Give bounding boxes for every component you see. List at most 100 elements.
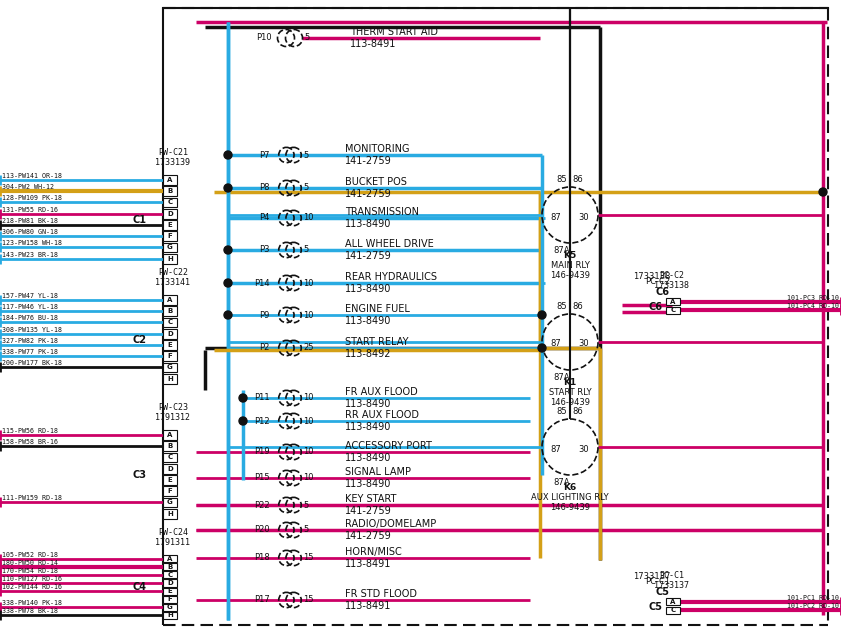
Text: MAIN RLY
146-9439: MAIN RLY 146-9439 [550,261,590,280]
Text: 327-PW82 PK-18: 327-PW82 PK-18 [2,338,58,344]
Text: PW-C21: PW-C21 [158,148,188,157]
Text: C4: C4 [133,583,147,592]
Text: A: A [167,177,172,183]
Text: 5: 5 [303,500,309,510]
Text: 131-PW55 RD-16: 131-PW55 RD-16 [2,207,58,213]
Text: START RLY
146-9439: START RLY 146-9439 [548,388,591,408]
Text: 1733137: 1733137 [632,572,670,581]
Text: P14: P14 [254,278,270,287]
Text: 1733138: 1733138 [654,281,690,290]
Text: 115-PW56 RD-18: 115-PW56 RD-18 [2,428,58,434]
Text: 101-PC3 RD-10: 101-PC3 RD-10 [787,295,839,301]
Text: C: C [167,319,172,326]
Text: 5: 5 [303,525,309,534]
Text: PW-C23: PW-C23 [158,403,188,412]
Text: 113-8490: 113-8490 [345,453,391,463]
Text: FR STD FLOOD: FR STD FLOOD [345,589,417,599]
Text: 87A: 87A [553,373,570,382]
Text: C3: C3 [133,470,147,480]
Text: 141-2759: 141-2759 [345,189,392,199]
Text: RADIO/DOMELAMP: RADIO/DOMELAMP [345,519,436,529]
Text: D: D [167,331,173,336]
Text: C: C [167,200,172,205]
Text: 1733141: 1733141 [156,278,191,287]
Text: 123-PW158 WH-18: 123-PW158 WH-18 [2,241,62,246]
Bar [163,318,177,328]
Bar [163,220,177,230]
Text: 30: 30 [579,445,590,454]
Text: 113-8492: 113-8492 [345,349,392,359]
Text: P20: P20 [254,525,270,534]
Text: D: D [167,210,173,217]
Text: 85: 85 [557,407,568,416]
Text: 10: 10 [303,214,314,222]
Bar [163,340,177,350]
Text: 113-8491: 113-8491 [345,559,391,569]
Circle shape [819,188,827,196]
Text: RR AUX FLOOD: RR AUX FLOOD [345,410,419,420]
Bar [163,595,177,603]
Text: 184-PW76 BU-18: 184-PW76 BU-18 [2,316,58,321]
Text: 87: 87 [551,340,562,348]
Text: 338-PW77 PK-18: 338-PW77 PK-18 [2,349,58,355]
Bar [163,464,177,474]
Text: 5: 5 [303,183,309,193]
Text: C5: C5 [656,587,670,597]
Text: C5: C5 [649,602,663,612]
Text: PC-C2: PC-C2 [659,271,685,280]
Bar [163,352,177,361]
Text: 113-8490: 113-8490 [345,316,391,326]
Text: 304-PW2 WH-12: 304-PW2 WH-12 [2,184,54,190]
Bar [163,175,177,185]
Text: K6: K6 [563,483,577,492]
Text: C: C [670,307,675,313]
Text: THERM START AID: THERM START AID [350,27,438,37]
Text: 101-PC4 RD-10: 101-PC4 RD-10 [787,303,839,309]
Text: A: A [670,598,675,605]
Text: 86: 86 [573,175,584,184]
Text: P3: P3 [260,246,270,255]
Text: P17: P17 [254,595,270,605]
Text: H: H [167,612,173,619]
Text: 338-PW78 BK-18: 338-PW78 BK-18 [2,609,58,614]
Text: 308-PW135 YL-18: 308-PW135 YL-18 [2,327,62,333]
Text: 10: 10 [303,394,314,403]
Text: 10: 10 [303,474,314,483]
Circle shape [224,246,232,254]
Text: 218-PW81 BK-18: 218-PW81 BK-18 [2,218,58,224]
Text: 111-PW159 RD-18: 111-PW159 RD-18 [2,495,62,501]
Text: BUCKET POS: BUCKET POS [345,177,407,187]
Bar [163,441,177,451]
Text: ENGINE FUEL: ENGINE FUEL [345,304,410,314]
Bar [163,475,177,485]
Text: 87: 87 [551,212,562,222]
Text: SIGNAL LAMP: SIGNAL LAMP [345,467,411,477]
Text: 5: 5 [303,151,309,159]
Text: 105-PW52 RD-18: 105-PW52 RD-18 [2,552,58,558]
Text: 87: 87 [551,445,562,454]
Circle shape [224,279,232,287]
Text: 15: 15 [303,554,314,563]
Text: 85: 85 [557,302,568,311]
Text: 157-PW47 YL-18: 157-PW47 YL-18 [2,293,58,299]
Bar [163,186,177,196]
Text: 10: 10 [303,416,314,425]
Text: 141-2759: 141-2759 [345,506,392,516]
Text: 87A: 87A [553,246,570,255]
Text: G: G [167,604,173,610]
Text: A: A [167,432,172,438]
Circle shape [538,344,546,352]
Text: C6: C6 [656,287,670,297]
Bar [163,452,177,462]
Text: 113-8490: 113-8490 [345,399,391,409]
Text: MONITORING: MONITORING [345,144,410,154]
Text: A: A [167,297,172,303]
Text: C: C [167,572,172,578]
Text: 101-PC1 RD-10: 101-PC1 RD-10 [787,595,839,601]
Text: PC-C2: PC-C2 [645,277,670,286]
Text: 306-PW80 GN-18: 306-PW80 GN-18 [2,229,58,235]
Text: 113-PW141 OR-18: 113-PW141 OR-18 [2,173,62,179]
Bar [163,209,177,219]
Text: 1733139: 1733139 [156,158,191,167]
Text: C2: C2 [133,335,147,345]
